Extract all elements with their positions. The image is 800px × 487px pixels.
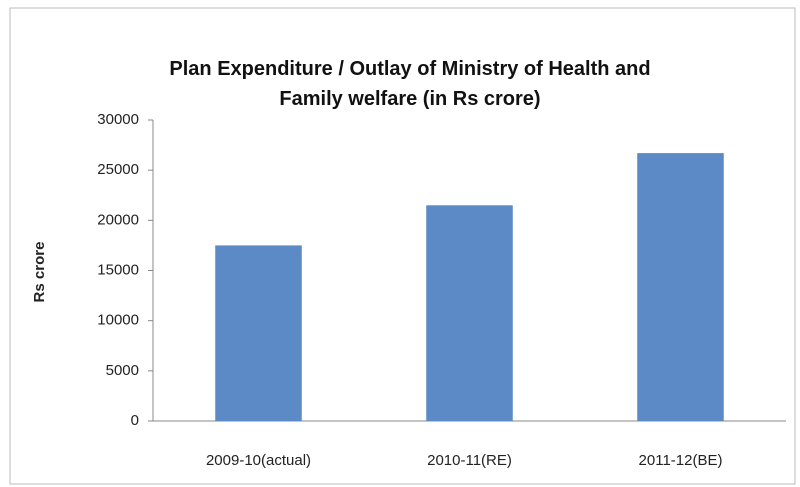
x-tick-label: 2011-12(BE) [639,452,723,469]
x-tick-label: 2009-10(actual) [206,452,311,469]
chart-frame [9,7,796,485]
y-tick-label: 20000 [97,211,139,228]
y-axis-label: Rs crore [31,242,48,303]
y-tick-label: 0 [131,412,139,429]
bar [637,153,724,422]
y-tick-label: 10000 [97,312,139,329]
y-tick-label: 5000 [106,362,139,379]
bar [215,245,302,421]
y-tick-label: 15000 [97,261,139,278]
y-tick-label: 30000 [97,111,139,128]
bar [426,205,513,421]
y-tick-label: 25000 [97,161,139,178]
x-tick-label: 2010-11(RE) [427,452,512,469]
chart-title: Plan Expenditure / Outlay of Ministry of… [169,58,651,110]
